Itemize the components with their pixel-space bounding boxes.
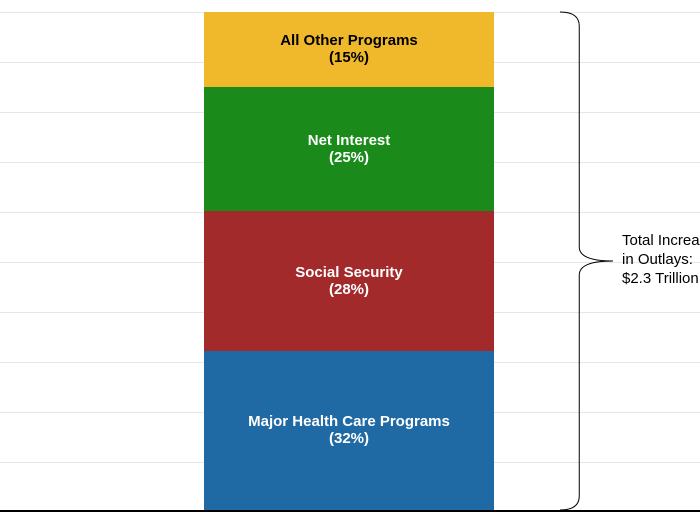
total-increase-annotation: Total Increasein Outlays:$2.3 Trillion [622,232,700,288]
brace-icon [560,12,615,510]
segment-other: All Other Programs(15%) [204,12,494,87]
x-axis [0,510,700,512]
segment-label: Major Health Care Programs [248,413,450,430]
segment-percent: (25%) [329,149,369,166]
segment-label: Net Interest [308,132,391,149]
segment-percent: (28%) [329,281,369,298]
annotation-line: $2.3 Trillion [622,270,700,289]
annotation-line: in Outlays: [622,251,700,270]
annotation-line: Total Increase [622,232,700,251]
segment-percent: (15%) [329,49,369,66]
segment-percent: (32%) [329,430,369,447]
segment-net: Net Interest(25%) [204,87,494,212]
segment-health: Major Health Care Programs(32%) [204,351,494,510]
outlays-stacked-chart: All Other Programs(15%)Net Interest(25%)… [0,0,700,525]
segment-label: All Other Programs [280,32,418,49]
segment-ss: Social Security(28%) [204,211,494,350]
segment-label: Social Security [295,264,403,281]
